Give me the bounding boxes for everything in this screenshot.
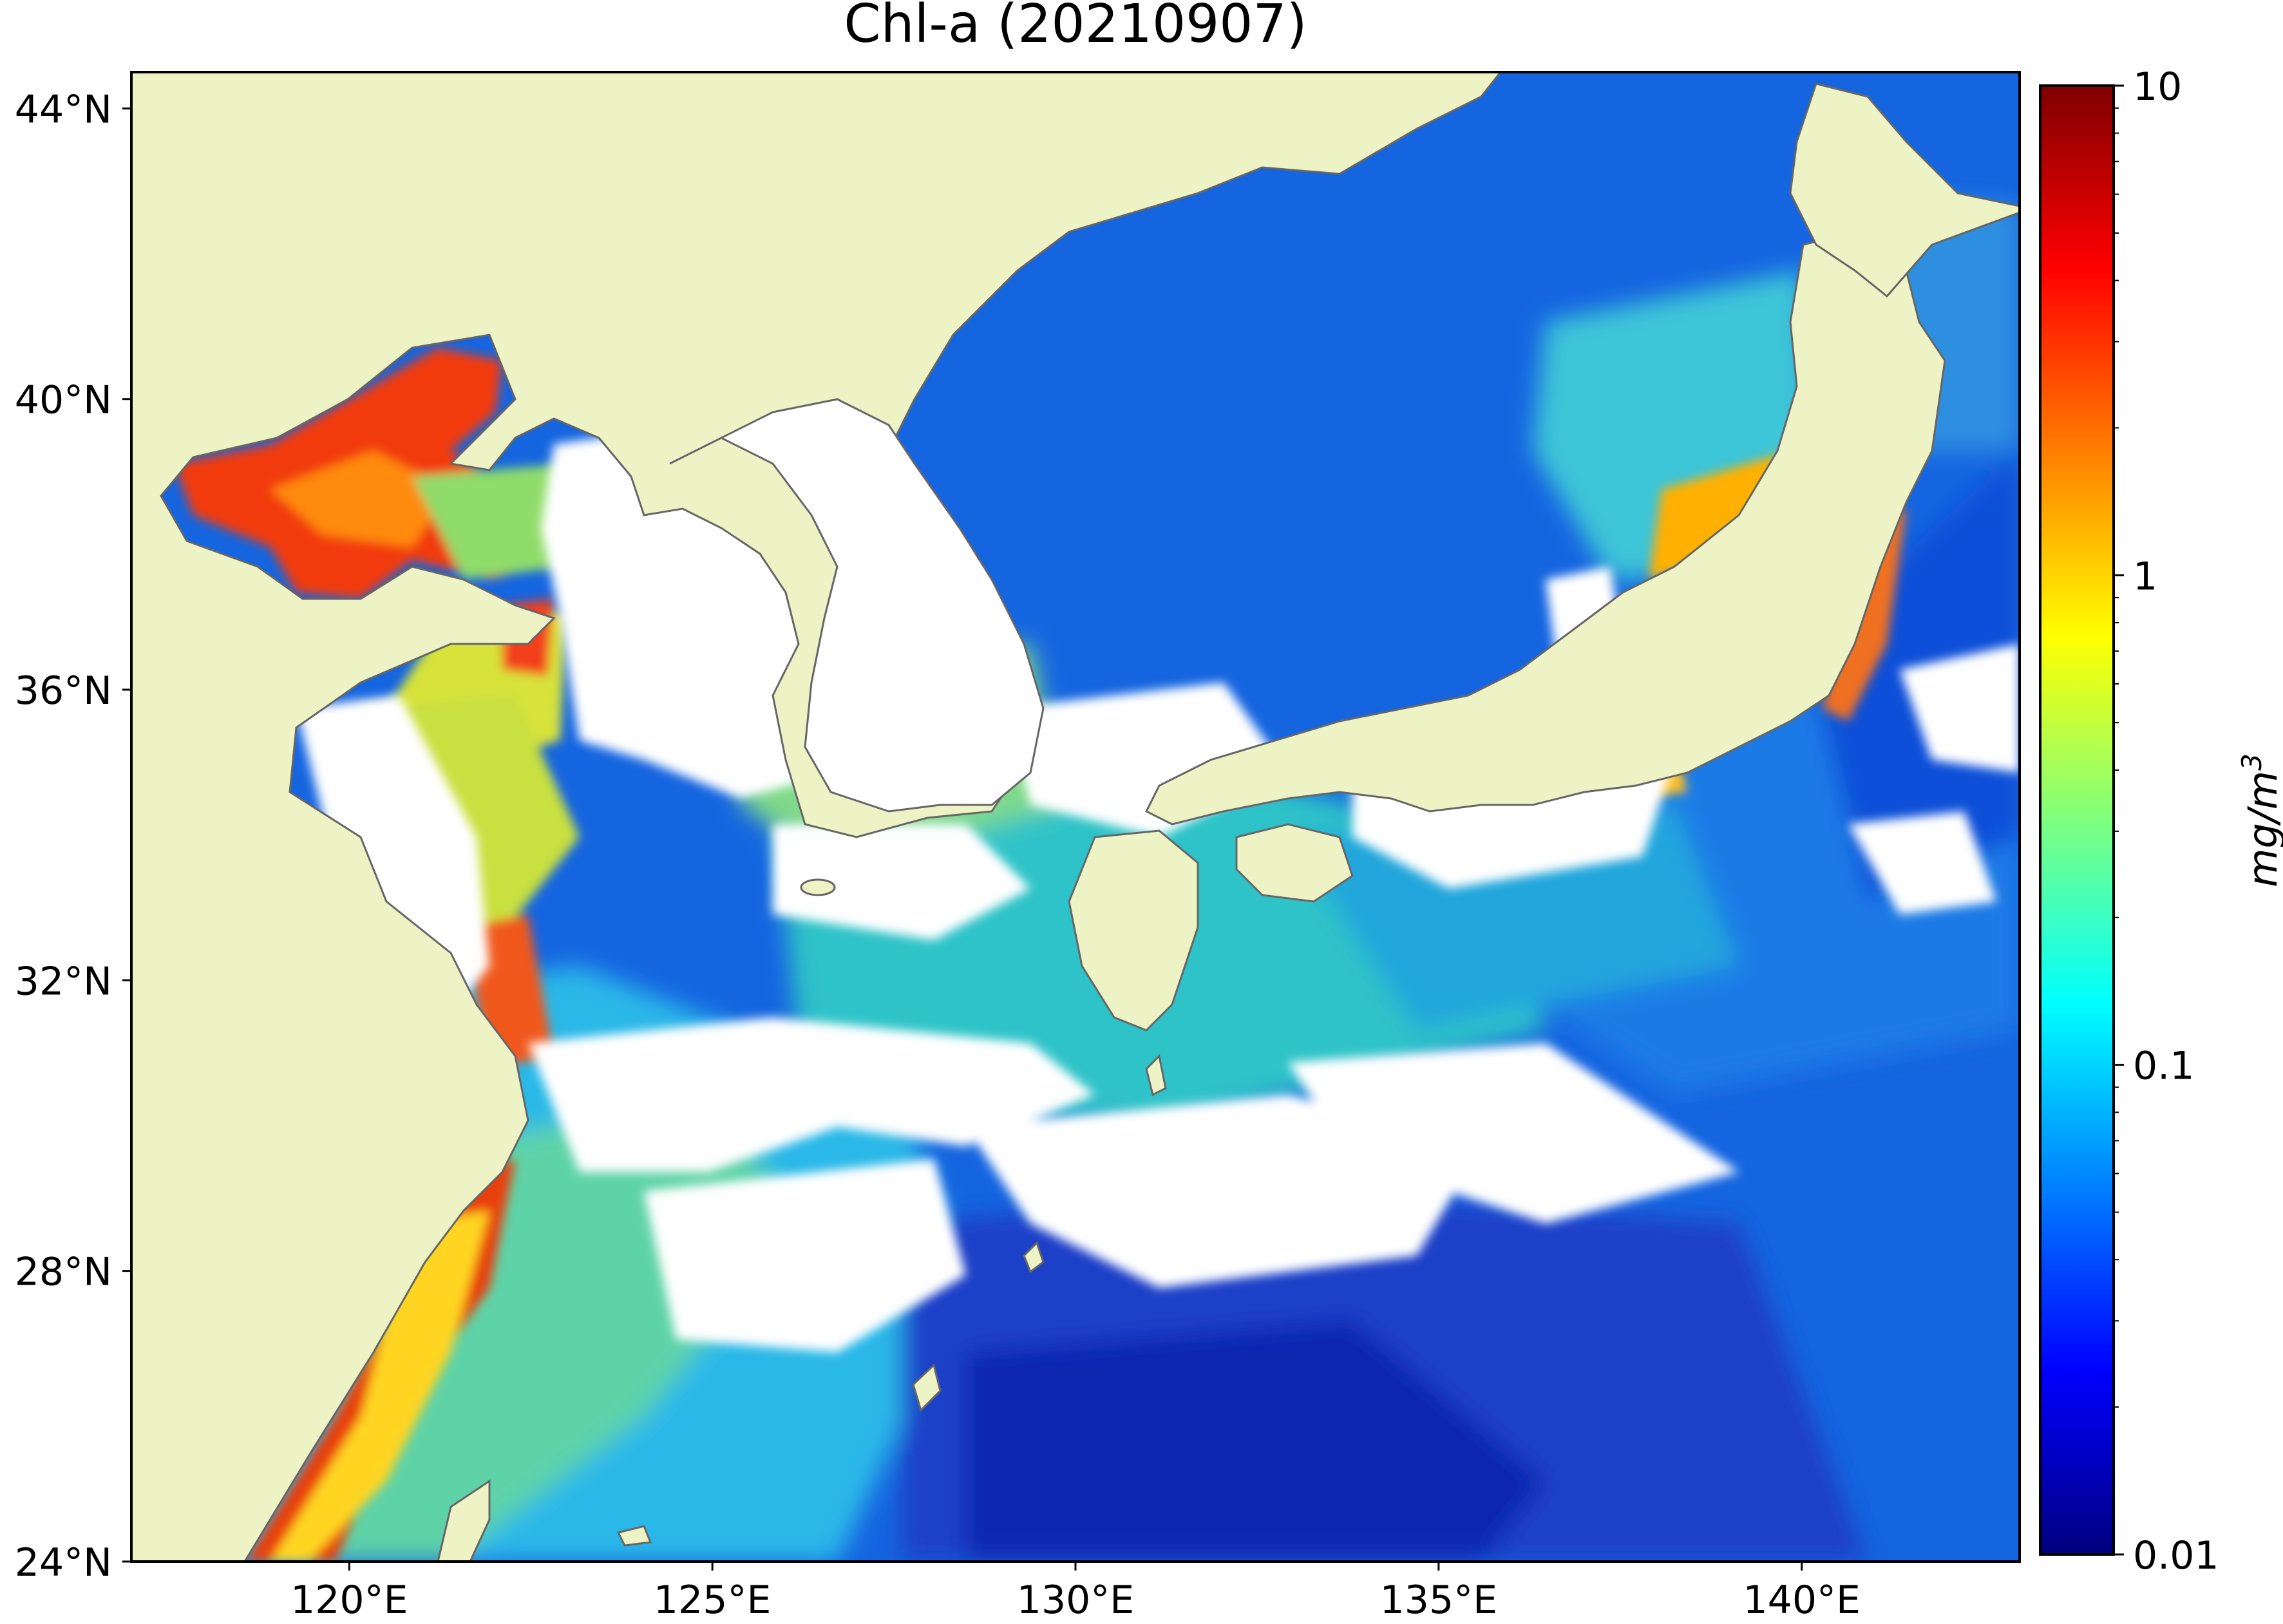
lat-tick-label-1: 28°N	[15, 1250, 112, 1295]
colorbar-unit-label: mg/m3	[2236, 753, 2283, 887]
land-ishigaki	[616, 1525, 652, 1547]
colorbar: 10 1 0.1 0.01 mg/m3	[2039, 64, 2283, 1578]
no-data-cloud-areas	[296, 419, 2020, 1352]
lon-tick-label-2: 130°E	[1017, 1578, 1134, 1623]
colorbar-tick-label-0: 10	[2133, 64, 2182, 109]
land-areas	[131, 72, 2020, 1562]
lat-tick-label-0: 24°N	[15, 1540, 112, 1585]
lon-tick-label-1: 125°E	[654, 1578, 771, 1623]
colorbar-gradient	[2040, 86, 2114, 1554]
lon-tick-label-4: 140°E	[1743, 1578, 1860, 1623]
longitude-axis: 120°E 125°E 130°E 135°E 140°E	[290, 1562, 1861, 1623]
lat-tick-label-2: 32°N	[15, 959, 112, 1004]
colorbar-tick-label-1: 1	[2133, 554, 2157, 599]
colorbar-tick-label-3: 0.01	[2133, 1533, 2219, 1578]
land-ryukyu-amami	[1023, 1241, 1045, 1274]
colorbar-tick-label-2: 0.1	[2133, 1044, 2194, 1089]
lat-tick-label-4: 40°N	[15, 378, 112, 423]
land-taiwan	[437, 1479, 491, 1562]
lon-tick-label-3: 135°E	[1380, 1578, 1497, 1623]
lon-tick-label-0: 120°E	[290, 1578, 408, 1623]
land-mainland-north	[131, 72, 1502, 1562]
land-jeju	[800, 878, 836, 896]
land-japan-shikoku	[1235, 823, 1354, 903]
lat-tick-label-3: 36°N	[15, 668, 112, 713]
land-japan-kyushu	[1068, 829, 1199, 1032]
land-japan-honshu	[1144, 231, 1946, 826]
lat-tick-label-5: 44°N	[15, 87, 112, 132]
figure-title: Chl-a (20210907)	[844, 0, 1307, 55]
colorbar-ticks: 10 1 0.1 0.01	[2114, 64, 2219, 1578]
land-tanegashima	[1145, 1053, 1167, 1097]
land-japan-hokkaido	[1789, 82, 2020, 298]
high-chlorophyll-zones	[174, 348, 1906, 1562]
colorbar-frame	[2039, 84, 2115, 1556]
land-korea	[669, 398, 1045, 813]
map-panel	[131, 72, 2020, 1562]
land-ryukyu-okinawa	[912, 1363, 942, 1412]
latitude-axis: 24°N 28°N 32°N 36°N 40°N 44°N	[15, 87, 131, 1585]
